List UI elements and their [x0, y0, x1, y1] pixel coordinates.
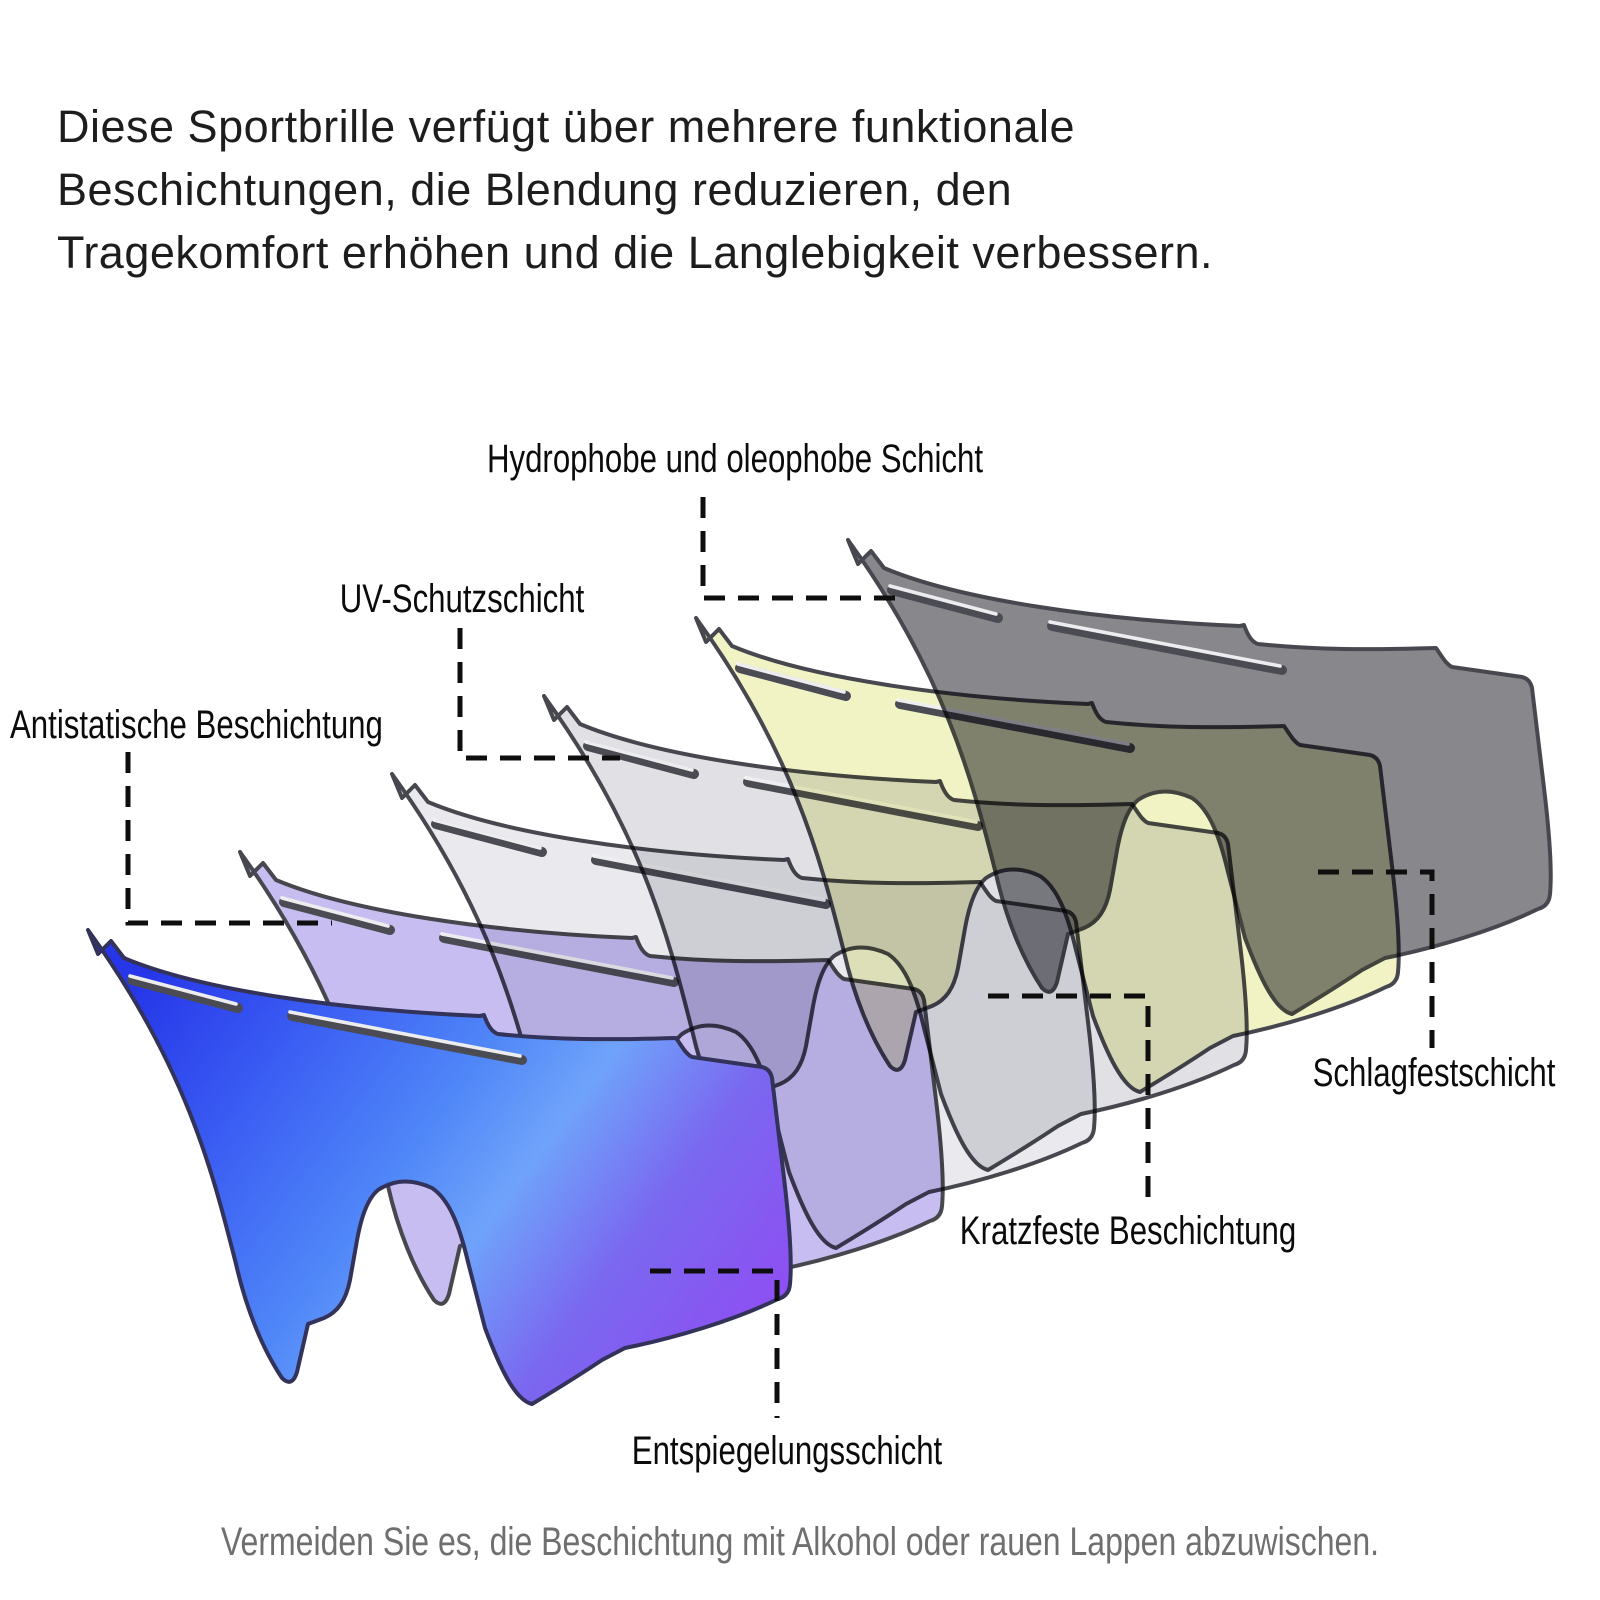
heading-line-3: Tragekomfort erhöhen und die Langlebigke… [57, 227, 1214, 278]
leader-line-impact [1318, 869, 1435, 1048]
leader-line-uv [457, 628, 620, 761]
heading-line-2: Beschichtungen, die Blendung reduzieren,… [57, 164, 1013, 215]
label-antistatic-coating: Antistatische Beschichtung [10, 703, 383, 747]
label-impact-resistant-layer: Schlagfestschicht [1312, 1051, 1556, 1095]
care-instruction-note: Vermeiden Sie es, die Beschichtung mit A… [220, 1520, 1380, 1564]
leader-line-antireflective [650, 1268, 780, 1418]
leader-line-hydrophobic [700, 497, 897, 601]
label-hydrophobic-oleophobic-layer: Hydrophobe und oleophobe Schicht [486, 437, 984, 481]
label-anti-reflective-layer: Entspiegelungsschicht [631, 1429, 943, 1473]
leader-line-scratch [988, 993, 1151, 1200]
leader-line-antistatic [125, 752, 332, 926]
page-title: Diese Sportbrille verfügt über mehrere f… [57, 95, 1213, 284]
heading-line-1: Diese Sportbrille verfügt über mehrere f… [57, 101, 1076, 152]
label-scratch-resistant-coating: Kratzfeste Beschichtung [959, 1209, 1297, 1253]
label-uv-protection-layer: UV-Schutzschicht [339, 577, 585, 621]
